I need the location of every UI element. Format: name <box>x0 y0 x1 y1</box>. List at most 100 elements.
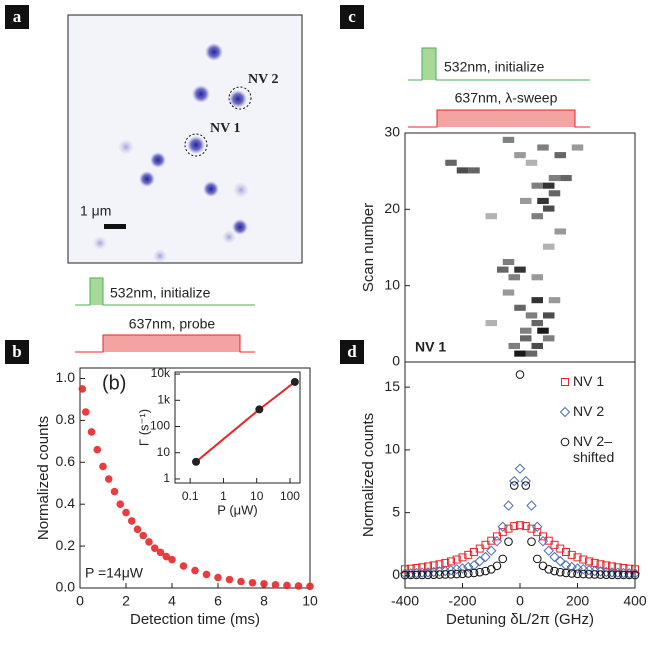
heat-cell <box>532 183 544 189</box>
heat-cell <box>526 160 538 166</box>
marker-diamond <box>481 552 490 561</box>
y-tick-label: 0.0 <box>56 579 76 595</box>
y-tick-label: 1.0 <box>56 369 76 385</box>
data-point <box>134 526 142 534</box>
heat-cell <box>520 335 532 341</box>
y-tick-label: 1 <box>163 471 170 485</box>
heat-cell <box>468 167 480 173</box>
x-tick-label: 1 <box>220 489 227 503</box>
x-tick-label: 8 <box>260 593 268 609</box>
heat-cell <box>526 351 538 357</box>
pulse-label: 532nm, initialize <box>444 59 545 75</box>
heat-cell <box>514 305 526 311</box>
x-tick-label: 400 <box>623 593 647 609</box>
heat-cell <box>555 228 567 234</box>
y-tick-label: 0.4 <box>56 495 76 511</box>
y-tick-label: 20 <box>384 200 400 216</box>
marker-diamond <box>527 501 536 510</box>
data-point <box>226 576 234 584</box>
pulse-label: 637nm, λ-sweep <box>455 90 558 106</box>
data-point <box>128 517 136 525</box>
panel-letter: b <box>12 342 21 361</box>
y-axis-label: Scan number <box>360 203 377 292</box>
legend-entry: NV 2–shifted <box>573 433 629 473</box>
y-axis-label: Normalized counts <box>35 416 52 540</box>
data-point <box>203 571 211 579</box>
data-point <box>255 405 263 413</box>
image-frame <box>68 15 302 263</box>
y-axis-label: Normalized counts <box>360 413 377 537</box>
spot <box>93 236 107 250</box>
heat-cell <box>549 175 561 181</box>
nv-label: NV 2 <box>248 72 278 87</box>
marker-circle <box>539 562 547 570</box>
data-point <box>283 582 291 590</box>
data-point <box>214 574 222 582</box>
marker-diamond <box>516 464 525 473</box>
legend-label: NV 2–shifted <box>573 433 629 465</box>
spot <box>187 136 205 154</box>
spot <box>139 171 155 187</box>
heat-cell <box>509 274 521 280</box>
y-tick-label: 0 <box>392 353 400 369</box>
heat-cell <box>486 213 498 219</box>
data-point <box>291 378 299 386</box>
annotation: P =14μW <box>85 565 144 581</box>
spot <box>205 43 223 61</box>
data-point <box>260 580 268 588</box>
pulse-label: 637nm, probe <box>129 316 216 332</box>
data-point <box>249 579 257 587</box>
microscope-image: NV 2 NV 1 1 μm <box>68 15 302 263</box>
heat-cell <box>457 167 469 173</box>
legend-label: NV 1 <box>573 373 629 389</box>
y-tick-label: 30 <box>384 124 400 140</box>
x-tick-label: -400 <box>391 593 419 609</box>
spot <box>118 139 134 155</box>
marker-diamond <box>544 546 553 555</box>
annotation: NV 1 <box>415 339 446 355</box>
y-tick-label: 0.2 <box>56 537 76 553</box>
panel-letter: d <box>347 342 357 361</box>
heat-cell <box>543 335 555 341</box>
x-axis-label: Detection time (ms) <box>130 611 260 628</box>
data-point <box>105 475 113 483</box>
spot <box>229 90 247 108</box>
data-point <box>122 509 130 517</box>
x-tick-label: -200 <box>448 593 476 609</box>
data-point <box>237 578 245 586</box>
heat-cell <box>537 198 549 204</box>
scale-bar <box>104 224 126 229</box>
heat-cell <box>526 312 538 318</box>
x-tick-label: 6 <box>214 593 222 609</box>
marker-diamond <box>556 557 565 566</box>
heat-cell <box>532 274 544 280</box>
x-tick-label: 10 <box>250 489 264 503</box>
legend-marker <box>562 379 569 386</box>
y-tick-label: 15 <box>384 378 400 394</box>
panel-letter: c <box>348 7 356 26</box>
x-tick-label: 200 <box>566 593 590 609</box>
marker-circle <box>533 555 541 563</box>
marker-circle <box>493 562 501 570</box>
heat-cell <box>532 343 544 349</box>
x-tick-label: 0 <box>516 593 524 609</box>
marker-circle <box>499 555 507 563</box>
heat-cell <box>503 259 515 265</box>
panel-letter: a <box>13 7 22 26</box>
heat-cell <box>503 137 515 143</box>
data-point <box>139 532 147 540</box>
data-point <box>168 556 176 564</box>
data-point <box>272 581 280 589</box>
y-tick-label: 10 <box>384 441 400 457</box>
heat-cell <box>520 328 532 334</box>
y-tick-label: 0 <box>392 566 400 582</box>
pulse-label: 532nm, initialize <box>110 285 211 301</box>
heat-cell <box>555 152 567 158</box>
x-tick-label: 10 <box>302 593 318 609</box>
x-axis-label: P (μW) <box>217 502 257 517</box>
data-point <box>306 583 314 591</box>
heat-cell <box>543 244 555 250</box>
heat-cell <box>532 297 544 303</box>
data-point <box>116 500 124 508</box>
data-point <box>93 446 101 454</box>
